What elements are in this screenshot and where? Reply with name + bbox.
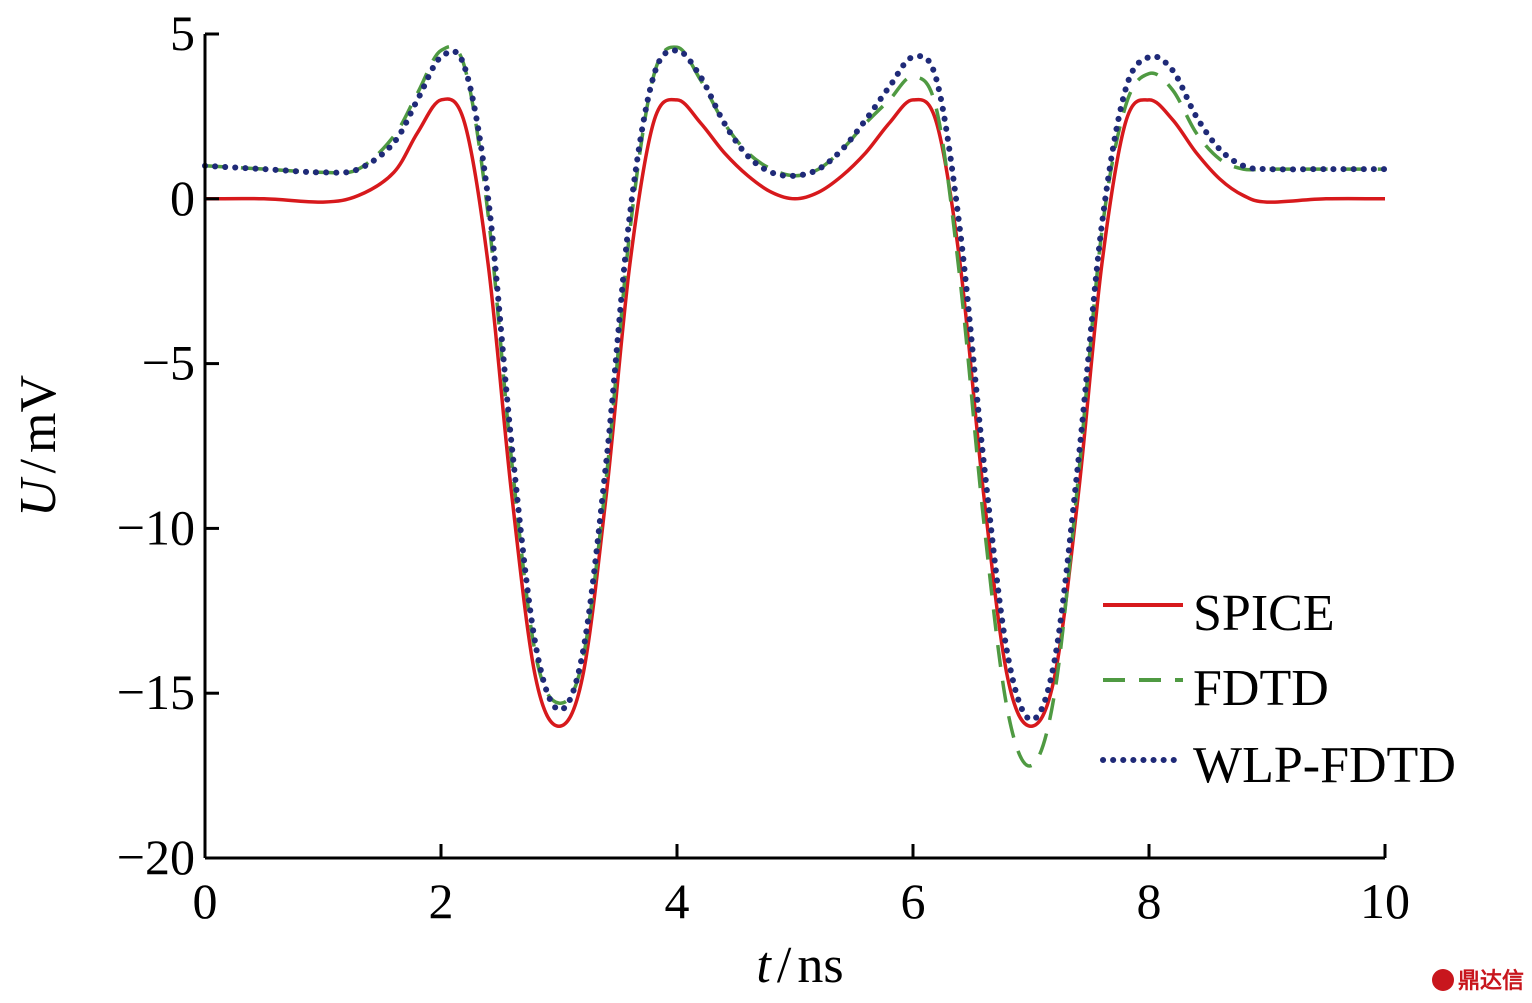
x-axis-sep: / <box>777 937 792 994</box>
logo-icon <box>1432 969 1454 991</box>
y-tick-label: −15 <box>117 664 195 720</box>
x-tick-label: 4 <box>665 873 690 929</box>
x-axis-unit: ns <box>797 937 843 994</box>
legend: SPICE FDTD WLP-FDTD <box>1100 585 1456 794</box>
y-tick-label: 0 <box>170 170 195 226</box>
y-axis-title: U / mV <box>10 375 67 517</box>
x-tick-label: 2 <box>429 873 454 929</box>
x-axis-title: t / ns <box>756 937 843 994</box>
watermark-label: 鼎达信 <box>1458 968 1524 994</box>
y-tick-label: −20 <box>117 829 195 885</box>
series-line-spice <box>204 97 1386 728</box>
x-tick-label: 8 <box>1137 873 1162 929</box>
y-tick-label: 5 <box>170 5 195 61</box>
legend-label-fdtd: FDTD <box>1193 660 1329 717</box>
x-tick-label: 6 <box>901 873 926 929</box>
series-line-wlp-fdtd <box>202 47 1388 723</box>
y-axis-var: U <box>10 476 67 517</box>
y-tick-label: −10 <box>117 499 195 555</box>
y-axis-unit: mV <box>10 375 67 453</box>
y-ticks: 5 0 −5 −10 −15 −20 <box>117 5 219 885</box>
plot-lines <box>202 44 1388 768</box>
x-tick-label: 10 <box>1360 873 1410 929</box>
y-tick-label: −5 <box>142 335 195 391</box>
y-axis-sep: / <box>10 458 67 473</box>
x-tick-label: 0 <box>193 873 218 929</box>
watermark: 鼎达信 <box>1432 968 1524 994</box>
legend-label-spice: SPICE <box>1193 585 1335 642</box>
legend-label-wlp-fdtd: WLP-FDTD <box>1193 737 1456 794</box>
x-axis-var: t <box>756 937 772 994</box>
axes <box>203 34 1385 860</box>
x-ticks: 0 2 4 6 8 10 <box>193 844 1410 929</box>
series-line-fdtd <box>204 44 1385 768</box>
